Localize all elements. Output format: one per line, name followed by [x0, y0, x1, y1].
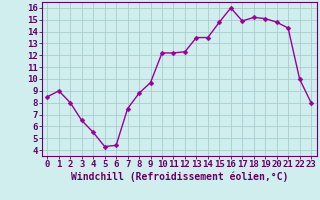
X-axis label: Windchill (Refroidissement éolien,°C): Windchill (Refroidissement éolien,°C) — [70, 172, 288, 182]
